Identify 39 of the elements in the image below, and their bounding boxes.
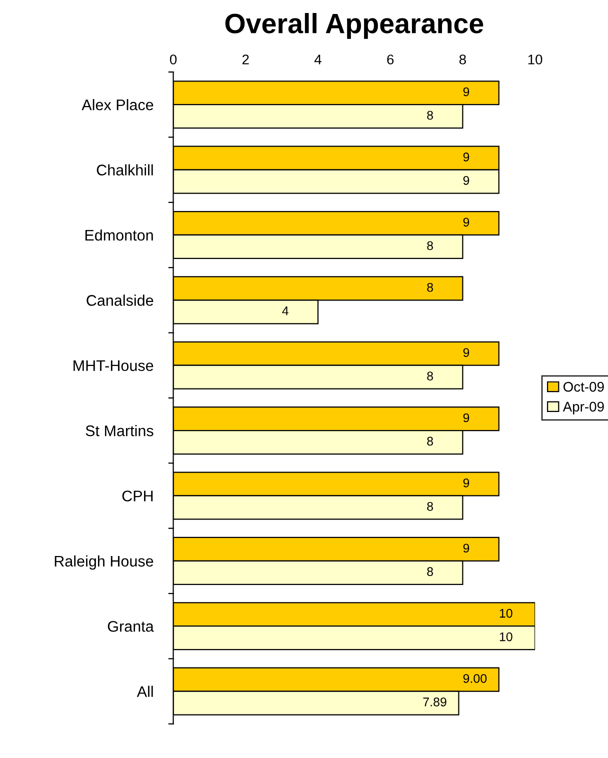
data-label: 7.89 [423,698,446,706]
data-label: 9 [463,413,470,422]
y-tick-label: Canalside [86,294,154,306]
y-tick-label: Edmonton [85,229,153,241]
data-label: 9.00 [463,674,487,683]
data-label: 10 [500,632,512,642]
data-label: 8 [427,282,433,292]
data-label: 8 [427,567,433,576]
data-label: 9 [463,176,470,185]
data-label: 4 [282,306,288,316]
data-label: 9 [463,218,470,227]
y-tick-label: Raleigh House [54,555,154,570]
chart-title: Overall Appearance [225,12,484,39]
data-label: 9 [463,544,470,553]
data-label: 9 [463,478,470,488]
data-label: 9 [463,87,470,96]
data-label: 8 [427,110,433,120]
y-tick-label: Granta [108,620,154,632]
data-label: 9 [463,152,470,162]
legend-label: Apr-09 [562,402,604,414]
y-tick-label: Alex Place [82,99,154,110]
y-tick-label: Chalkhill [96,164,153,176]
data-label: 8 [427,241,433,250]
data-label: 8 [427,502,433,511]
y-tick-label: All [136,686,153,697]
x-tick-label: 10 [528,54,542,64]
data-label: 9 [463,348,470,357]
y-tick-label: St Martins [86,425,154,436]
data-label: 8 [427,372,433,380]
data-label: 8 [427,436,433,446]
x-tick-label: 2 [242,54,249,64]
x-tick-label: 8 [459,54,466,64]
x-tick-label: 0 [170,54,177,64]
x-tick-label: 4 [314,54,322,64]
y-tick-label: CPH [122,490,153,502]
data-label: 10 [500,608,512,618]
y-tick-label: MHT-House [74,360,154,372]
x-tick-label: 6 [387,54,394,64]
legend-label: Oct-09 [563,382,604,392]
